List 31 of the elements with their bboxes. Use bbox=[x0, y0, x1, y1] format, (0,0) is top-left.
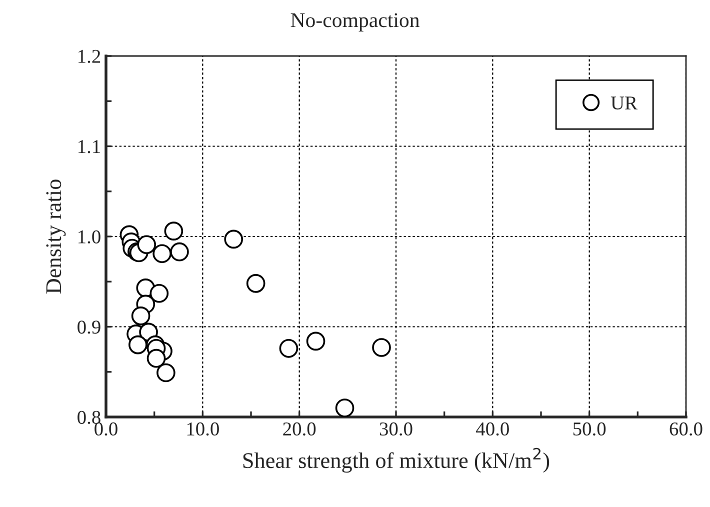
x-tick-label: 50.0 bbox=[573, 422, 606, 436]
point bbox=[224, 230, 244, 249]
legend-label: UR bbox=[610, 96, 638, 110]
x-tick-label: 60.0 bbox=[670, 422, 702, 436]
x-tick-label: 30.0 bbox=[380, 422, 412, 436]
point bbox=[156, 363, 176, 382]
x-axis-title: Shear strength of mixture (kN/m$^{2}$) bbox=[243, 448, 550, 473]
y-tick-label: 1.0 bbox=[78, 230, 100, 244]
point bbox=[164, 222, 184, 240]
x-tick-label: 0.0 bbox=[94, 422, 118, 436]
y-tick-label: 1.1 bbox=[78, 140, 100, 154]
point bbox=[279, 339, 298, 358]
y-tick-label: 0.8 bbox=[78, 410, 100, 424]
point bbox=[306, 332, 326, 351]
x-tick-label: 10.0 bbox=[187, 422, 219, 436]
y-tick-label: 1.2 bbox=[78, 50, 100, 64]
point bbox=[335, 398, 354, 417]
y-tick-label: 0.9 bbox=[78, 320, 100, 334]
point bbox=[372, 338, 391, 357]
point bbox=[152, 244, 172, 264]
point bbox=[131, 306, 150, 326]
chart-title: No-compaction bbox=[290, 13, 420, 32]
y-axis-title: Density ratio bbox=[46, 180, 66, 294]
x-tick-label: 20.0 bbox=[283, 422, 316, 436]
point bbox=[246, 274, 266, 293]
point bbox=[170, 242, 189, 262]
point bbox=[146, 348, 166, 368]
point bbox=[150, 284, 169, 303]
point bbox=[128, 335, 148, 354]
point bbox=[137, 235, 156, 254]
x-tick-label: 40.0 bbox=[476, 422, 509, 436]
